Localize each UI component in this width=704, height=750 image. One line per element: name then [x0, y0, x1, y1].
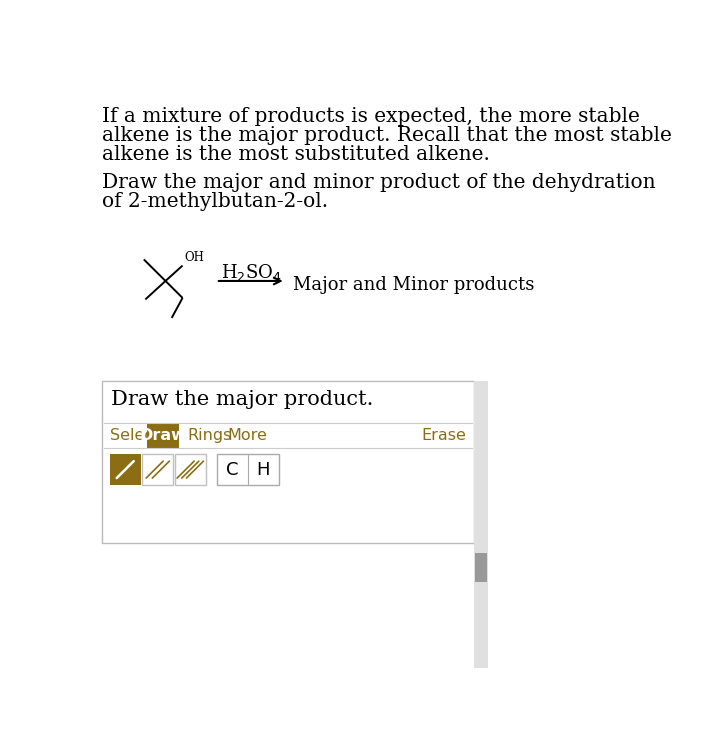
- Text: Draw: Draw: [139, 428, 187, 443]
- Text: C: C: [226, 460, 239, 478]
- Text: alkene is the most substituted alkene.: alkene is the most substituted alkene.: [102, 146, 490, 164]
- Bar: [474, 553, 487, 581]
- Text: alkene is the major product. Recall that the most stable: alkene is the major product. Recall that…: [102, 126, 672, 146]
- Text: Erase: Erase: [421, 428, 466, 443]
- Text: Draw the major and minor product of the dehydration: Draw the major and minor product of the …: [102, 173, 655, 192]
- Bar: [110, 454, 141, 485]
- Bar: [147, 424, 180, 448]
- Bar: [217, 454, 279, 485]
- Text: If a mixture of products is expected, the more stable: If a mixture of products is expected, th…: [102, 107, 640, 126]
- Bar: [474, 381, 488, 668]
- Bar: [102, 381, 474, 543]
- Text: of 2-methylbutan-2-ol.: of 2-methylbutan-2-ol.: [102, 193, 328, 211]
- Bar: [142, 454, 173, 485]
- Text: Select: Select: [110, 428, 159, 443]
- Text: H: H: [256, 460, 270, 478]
- Text: H$_2$SO$_4$: H$_2$SO$_4$: [221, 262, 282, 284]
- Text: OH: OH: [184, 251, 204, 264]
- Bar: [175, 454, 206, 485]
- Text: More: More: [227, 428, 268, 443]
- Text: Draw the major product.: Draw the major product.: [111, 390, 374, 410]
- Text: Rings: Rings: [187, 428, 232, 443]
- Text: Major and Minor products: Major and Minor products: [294, 276, 535, 294]
